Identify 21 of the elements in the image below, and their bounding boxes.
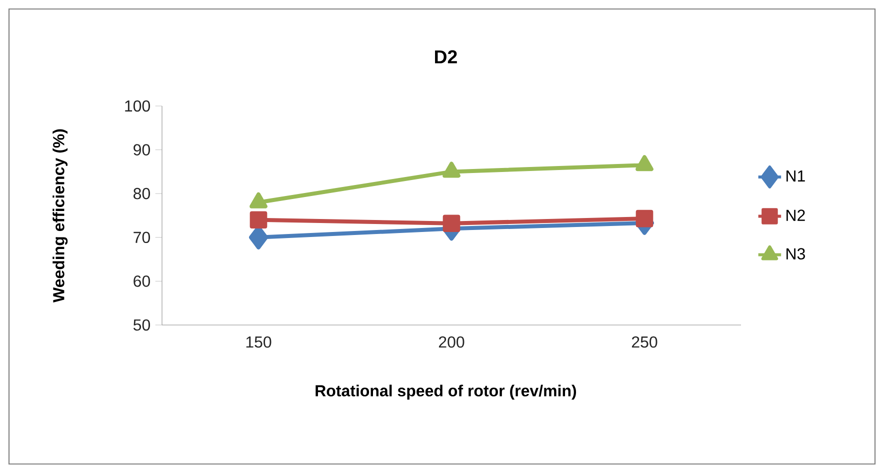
x-tick-label: 200 — [438, 336, 464, 348]
point — [250, 211, 268, 229]
point — [442, 214, 460, 232]
point — [250, 192, 268, 208]
x-tick-label: 250 — [632, 336, 658, 348]
y-tick-label: 60 — [134, 276, 150, 287]
x-tick-label: 150 — [246, 336, 272, 348]
y-axis-title: Weeding efficiency (%) — [52, 129, 68, 302]
y-tick-label: 90 — [134, 144, 150, 156]
point — [442, 162, 460, 178]
x-axis-title: Rotational speed of rotor (rev/min) — [316, 384, 576, 400]
y-tick-label: 70 — [134, 232, 150, 244]
y-tick-label: 100 — [125, 100, 150, 112]
point — [636, 155, 654, 172]
legend-label: N3 — [786, 248, 805, 260]
point — [636, 210, 654, 228]
y-tick-label: 80 — [134, 188, 150, 200]
legend-label: N2 — [786, 210, 805, 221]
legend-label: N1 — [786, 170, 805, 182]
chart-title: D2 — [435, 50, 457, 64]
y-tick-label: 50 — [133, 319, 150, 331]
